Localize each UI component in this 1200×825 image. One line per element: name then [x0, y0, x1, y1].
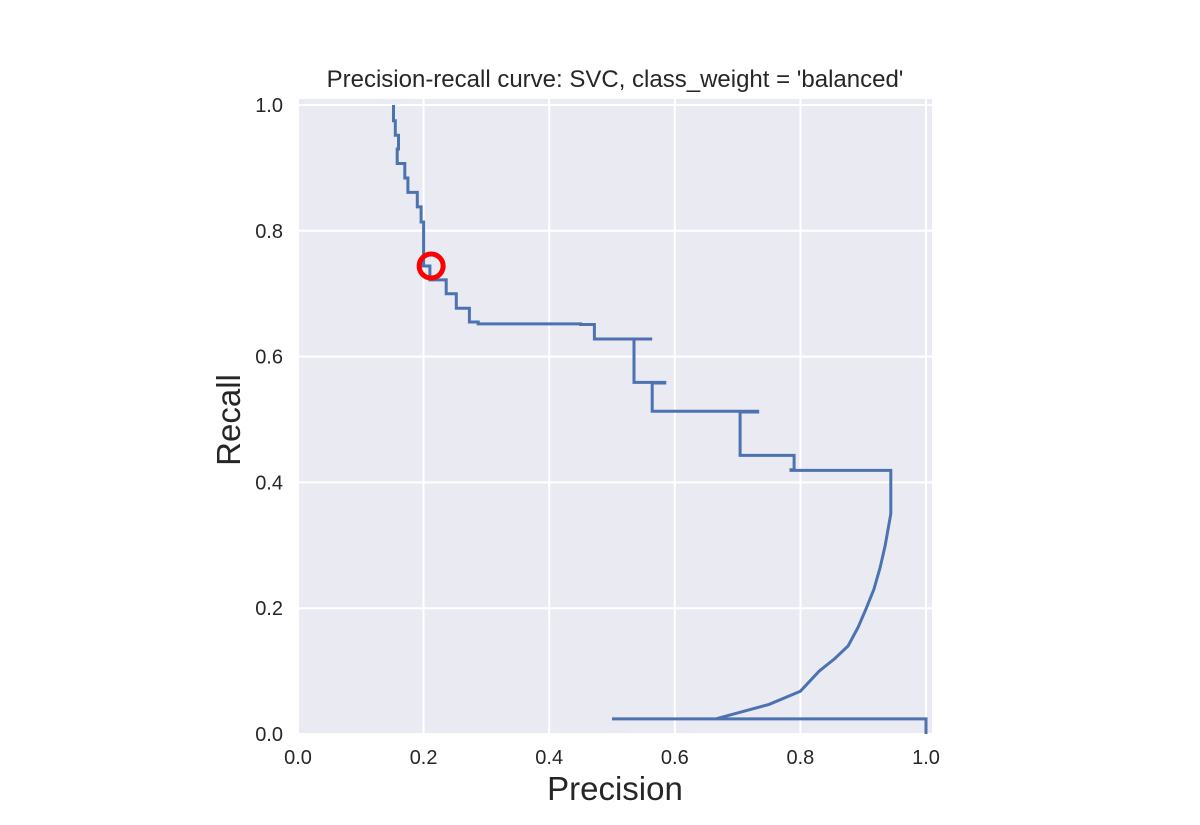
x-tick-label: 0.0 [284, 747, 312, 769]
annotation-layer [416, 251, 446, 281]
chart-title: Precision-recall curve: SVC, class_weigh… [327, 66, 904, 93]
y-tick-label: 0.2 [255, 598, 283, 620]
series-layer [392, 105, 928, 734]
plot-area [298, 99, 932, 734]
y-tick-label: 0.0 [255, 724, 283, 746]
x-tick-label: 1.0 [912, 747, 940, 769]
x-axis-label: Precision [547, 770, 683, 807]
pr-curve-line [392, 105, 928, 734]
y-tick-label: 0.6 [255, 347, 283, 369]
y-tick-label: 0.4 [255, 472, 283, 494]
x-tick-label: 0.4 [535, 747, 563, 769]
y-tick-label: 1.0 [255, 95, 283, 117]
grid-lines [297, 99, 932, 735]
y-tick-label: 0.8 [255, 221, 283, 243]
x-tick-labels: 0.0 0.2 0.4 0.6 0.8 1.0 [284, 747, 940, 769]
y-axis-label: Recall [210, 374, 247, 466]
x-tick-label: 0.2 [410, 747, 438, 769]
x-tick-label: 0.6 [661, 747, 689, 769]
x-tick-label: 0.8 [786, 747, 814, 769]
y-tick-labels: 0.0 0.2 0.4 0.6 0.8 1.0 [255, 95, 283, 746]
threshold-marker [416, 251, 446, 281]
